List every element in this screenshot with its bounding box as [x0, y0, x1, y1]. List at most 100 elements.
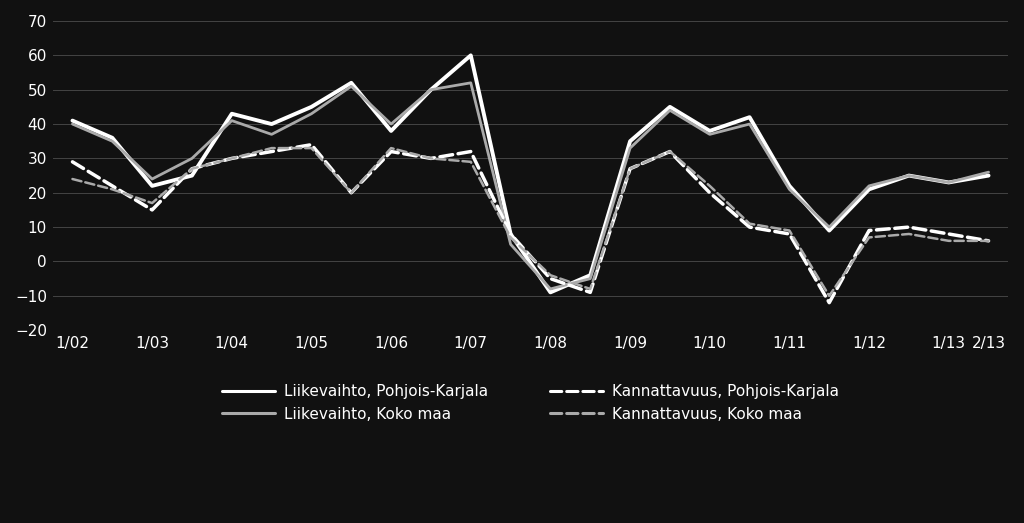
Liikevaihto, Koko maa — [942, 179, 954, 186]
Liikevaihto, Koko maa — [664, 107, 676, 113]
Liikevaihto, Pohjois-Karjala — [265, 121, 278, 127]
Kannattavuus, Koko maa — [545, 272, 557, 278]
Liikevaihto, Koko maa — [584, 276, 596, 282]
Kannattavuus, Koko maa — [146, 200, 159, 206]
Liikevaihto, Koko maa — [624, 145, 636, 151]
Kannattavuus, Koko maa — [225, 155, 238, 162]
Liikevaihto, Koko maa — [465, 79, 477, 86]
Liikevaihto, Koko maa — [743, 121, 756, 127]
Liikevaihto, Pohjois-Karjala — [505, 231, 517, 237]
Kannattavuus, Koko maa — [345, 190, 357, 196]
Kannattavuus, Koko maa — [385, 145, 397, 151]
Kannattavuus, Koko maa — [505, 234, 517, 241]
Kannattavuus, Koko maa — [67, 176, 79, 182]
Liikevaihto, Koko maa — [67, 121, 79, 127]
Liikevaihto, Pohjois-Karjala — [185, 173, 198, 179]
Liikevaihto, Pohjois-Karjala — [982, 173, 994, 179]
Legend: Liikevaihto, Pohjois-Karjala, Liikevaihto, Koko maa, Kannattavuus, Pohjois-Karja: Liikevaihto, Pohjois-Karjala, Liikevaiht… — [216, 378, 846, 428]
Kannattavuus, Koko maa — [664, 149, 676, 155]
Kannattavuus, Koko maa — [823, 293, 836, 299]
Liikevaihto, Koko maa — [345, 83, 357, 89]
Liikevaihto, Pohjois-Karjala — [67, 118, 79, 124]
Liikevaihto, Pohjois-Karjala — [703, 128, 716, 134]
Kannattavuus, Pohjois-Karjala — [982, 238, 994, 244]
Liikevaihto, Koko maa — [305, 110, 317, 117]
Liikevaihto, Koko maa — [185, 155, 198, 162]
Kannattavuus, Koko maa — [106, 186, 119, 192]
Liikevaihto, Pohjois-Karjala — [465, 52, 477, 59]
Liikevaihto, Koko maa — [783, 186, 796, 192]
Kannattavuus, Pohjois-Karjala — [624, 166, 636, 172]
Liikevaihto, Koko maa — [982, 169, 994, 175]
Kannattavuus, Pohjois-Karjala — [942, 231, 954, 237]
Liikevaihto, Pohjois-Karjala — [106, 134, 119, 141]
Liikevaihto, Koko maa — [106, 138, 119, 144]
Kannattavuus, Koko maa — [982, 238, 994, 244]
Liikevaihto, Pohjois-Karjala — [664, 104, 676, 110]
Kannattavuus, Pohjois-Karjala — [225, 155, 238, 162]
Kannattavuus, Pohjois-Karjala — [146, 207, 159, 213]
Liikevaihto, Pohjois-Karjala — [743, 114, 756, 120]
Kannattavuus, Koko maa — [265, 145, 278, 151]
Kannattavuus, Koko maa — [624, 166, 636, 172]
Liikevaihto, Pohjois-Karjala — [823, 228, 836, 234]
Liikevaihto, Koko maa — [505, 241, 517, 247]
Kannattavuus, Koko maa — [465, 158, 477, 165]
Liikevaihto, Koko maa — [146, 176, 159, 182]
Liikevaihto, Pohjois-Karjala — [385, 128, 397, 134]
Kannattavuus, Pohjois-Karjala — [703, 190, 716, 196]
Liikevaihto, Koko maa — [225, 118, 238, 124]
Kannattavuus, Pohjois-Karjala — [305, 142, 317, 148]
Kannattavuus, Pohjois-Karjala — [584, 289, 596, 295]
Liikevaihto, Pohjois-Karjala — [863, 186, 876, 192]
Kannattavuus, Pohjois-Karjala — [505, 231, 517, 237]
Liikevaihto, Pohjois-Karjala — [305, 104, 317, 110]
Liikevaihto, Pohjois-Karjala — [942, 179, 954, 186]
Kannattavuus, Koko maa — [584, 286, 596, 292]
Kannattavuus, Pohjois-Karjala — [743, 224, 756, 230]
Liikevaihto, Koko maa — [703, 131, 716, 138]
Kannattavuus, Pohjois-Karjala — [106, 183, 119, 189]
Kannattavuus, Pohjois-Karjala — [425, 155, 437, 162]
Kannattavuus, Pohjois-Karjala — [783, 231, 796, 237]
Liikevaihto, Pohjois-Karjala — [146, 183, 159, 189]
Liikevaihto, Koko maa — [425, 87, 437, 93]
Liikevaihto, Pohjois-Karjala — [545, 289, 557, 295]
Kannattavuus, Pohjois-Karjala — [465, 149, 477, 155]
Kannattavuus, Koko maa — [942, 238, 954, 244]
Liikevaihto, Pohjois-Karjala — [584, 272, 596, 278]
Line: Liikevaihto, Pohjois-Karjala: Liikevaihto, Pohjois-Karjala — [73, 55, 988, 292]
Liikevaihto, Koko maa — [903, 173, 915, 179]
Kannattavuus, Pohjois-Karjala — [823, 300, 836, 306]
Kannattavuus, Koko maa — [783, 228, 796, 234]
Kannattavuus, Pohjois-Karjala — [345, 190, 357, 196]
Liikevaihto, Pohjois-Karjala — [345, 79, 357, 86]
Kannattavuus, Pohjois-Karjala — [664, 149, 676, 155]
Kannattavuus, Koko maa — [185, 166, 198, 172]
Kannattavuus, Pohjois-Karjala — [385, 149, 397, 155]
Kannattavuus, Koko maa — [703, 183, 716, 189]
Liikevaihto, Pohjois-Karjala — [903, 173, 915, 179]
Liikevaihto, Koko maa — [545, 286, 557, 292]
Liikevaihto, Koko maa — [863, 183, 876, 189]
Liikevaihto, Pohjois-Karjala — [425, 87, 437, 93]
Kannattavuus, Pohjois-Karjala — [863, 228, 876, 234]
Liikevaihto, Pohjois-Karjala — [783, 183, 796, 189]
Line: Kannattavuus, Pohjois-Karjala: Kannattavuus, Pohjois-Karjala — [73, 145, 988, 303]
Kannattavuus, Koko maa — [743, 221, 756, 227]
Liikevaihto, Koko maa — [385, 121, 397, 127]
Line: Kannattavuus, Koko maa: Kannattavuus, Koko maa — [73, 148, 988, 296]
Kannattavuus, Koko maa — [903, 231, 915, 237]
Kannattavuus, Koko maa — [425, 155, 437, 162]
Kannattavuus, Pohjois-Karjala — [545, 276, 557, 282]
Liikevaihto, Pohjois-Karjala — [225, 110, 238, 117]
Kannattavuus, Pohjois-Karjala — [903, 224, 915, 230]
Line: Liikevaihto, Koko maa: Liikevaihto, Koko maa — [73, 83, 988, 289]
Kannattavuus, Koko maa — [863, 234, 876, 241]
Kannattavuus, Pohjois-Karjala — [265, 149, 278, 155]
Kannattavuus, Koko maa — [305, 145, 317, 151]
Liikevaihto, Koko maa — [823, 224, 836, 230]
Kannattavuus, Pohjois-Karjala — [185, 166, 198, 172]
Liikevaihto, Koko maa — [265, 131, 278, 138]
Liikevaihto, Pohjois-Karjala — [624, 138, 636, 144]
